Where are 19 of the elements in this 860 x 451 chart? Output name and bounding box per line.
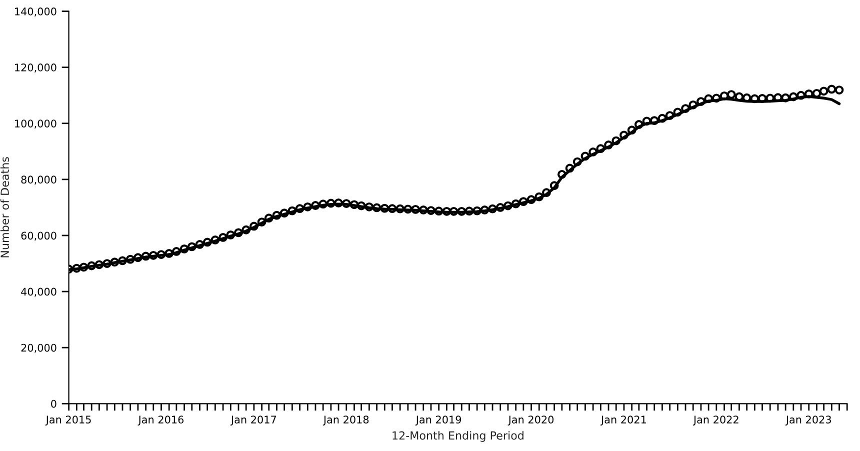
x-tick-label: Jan 2023 <box>785 416 831 426</box>
x-tick-label: Jan 2018 <box>322 416 369 426</box>
y-tick-label: 0 <box>51 400 56 408</box>
x-tick-label: Jan 2015 <box>45 416 91 426</box>
y-tick-label: 140,000 <box>15 8 56 16</box>
y-tick-label: 120,000 <box>15 64 56 72</box>
y-axis-title: Number of Deaths <box>0 157 9 258</box>
x-tick-label: Jan 2017 <box>230 416 276 426</box>
x-tick-label: Jan 2021 <box>600 416 646 426</box>
y-tick-label: 40,000 <box>21 288 56 297</box>
x-tick-label: Jan 2022 <box>692 416 738 426</box>
y-tick-label: 60,000 <box>21 232 56 241</box>
x-tick-label: Jan 2016 <box>138 416 184 426</box>
x-tick-label: Jan 2019 <box>415 416 462 426</box>
x-axis-title: 12-Month Ending Period <box>392 431 524 442</box>
y-tick-label: 20,000 <box>21 344 56 353</box>
x-tick-label: Jan 2020 <box>508 416 554 426</box>
y-tick-label: 100,000 <box>15 120 56 129</box>
y-tick-label: 80,000 <box>21 176 56 185</box>
